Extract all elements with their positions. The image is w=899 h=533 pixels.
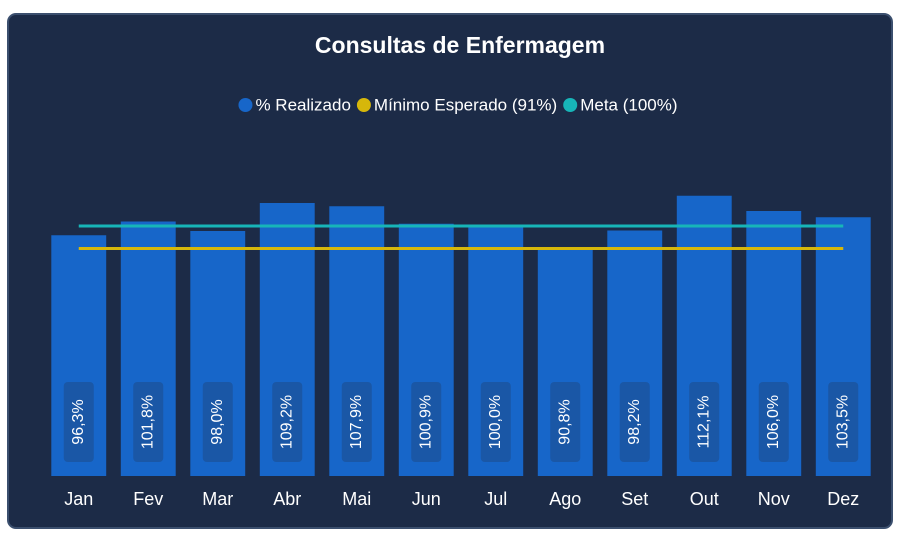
value-label-box (202, 382, 233, 462)
value-label-box (272, 382, 303, 462)
value-label-box (63, 382, 94, 462)
value-label: 106,0% (765, 395, 782, 449)
value-label: 100,0% (487, 395, 504, 449)
value-label: 98,0% (209, 399, 226, 444)
x-tick-label: Jun (412, 489, 441, 509)
value-label: 109,2% (278, 395, 295, 449)
legend-label: % Realizado (255, 95, 350, 114)
value-label-box (341, 382, 372, 462)
value-label: 100,9% (417, 395, 434, 449)
value-label-box (550, 382, 581, 462)
legend-marker (563, 98, 578, 112)
value-label-box (828, 382, 859, 462)
value-label: 90,8% (556, 399, 573, 444)
legend-marker (238, 98, 253, 112)
value-label-box (758, 382, 789, 462)
value-label: 101,8% (139, 395, 156, 449)
x-tick-label: Jan (64, 489, 93, 509)
chart-title: Consultas de Enfermagem (315, 32, 605, 58)
x-tick-label: Out (690, 489, 719, 509)
value-label-box (411, 382, 442, 462)
x-tick-label: Set (621, 489, 648, 509)
value-label: 98,2% (626, 399, 643, 444)
x-tick-label: Dez (827, 489, 859, 509)
x-tick-label: Nov (758, 489, 790, 509)
value-label-box (480, 382, 511, 462)
x-tick-label: Fev (133, 489, 163, 509)
value-label: 96,3% (70, 399, 87, 444)
x-tick-label: Abr (273, 489, 301, 509)
legend-label: Mínimo Esperado (91%) (374, 95, 557, 114)
x-tick-label: Jul (484, 489, 507, 509)
value-label: 107,9% (348, 395, 365, 449)
value-label: 112,1% (695, 395, 712, 448)
x-tick-label: Ago (549, 489, 581, 509)
legend-marker (356, 98, 371, 112)
value-label-box (133, 382, 164, 462)
x-tick-label: Mar (202, 489, 233, 509)
x-tick-label: Mai (342, 489, 371, 509)
value-label: 103,5% (834, 395, 851, 449)
legend-label: Meta (100%) (580, 95, 677, 114)
value-label-box (619, 382, 650, 462)
value-label-box (689, 382, 720, 462)
